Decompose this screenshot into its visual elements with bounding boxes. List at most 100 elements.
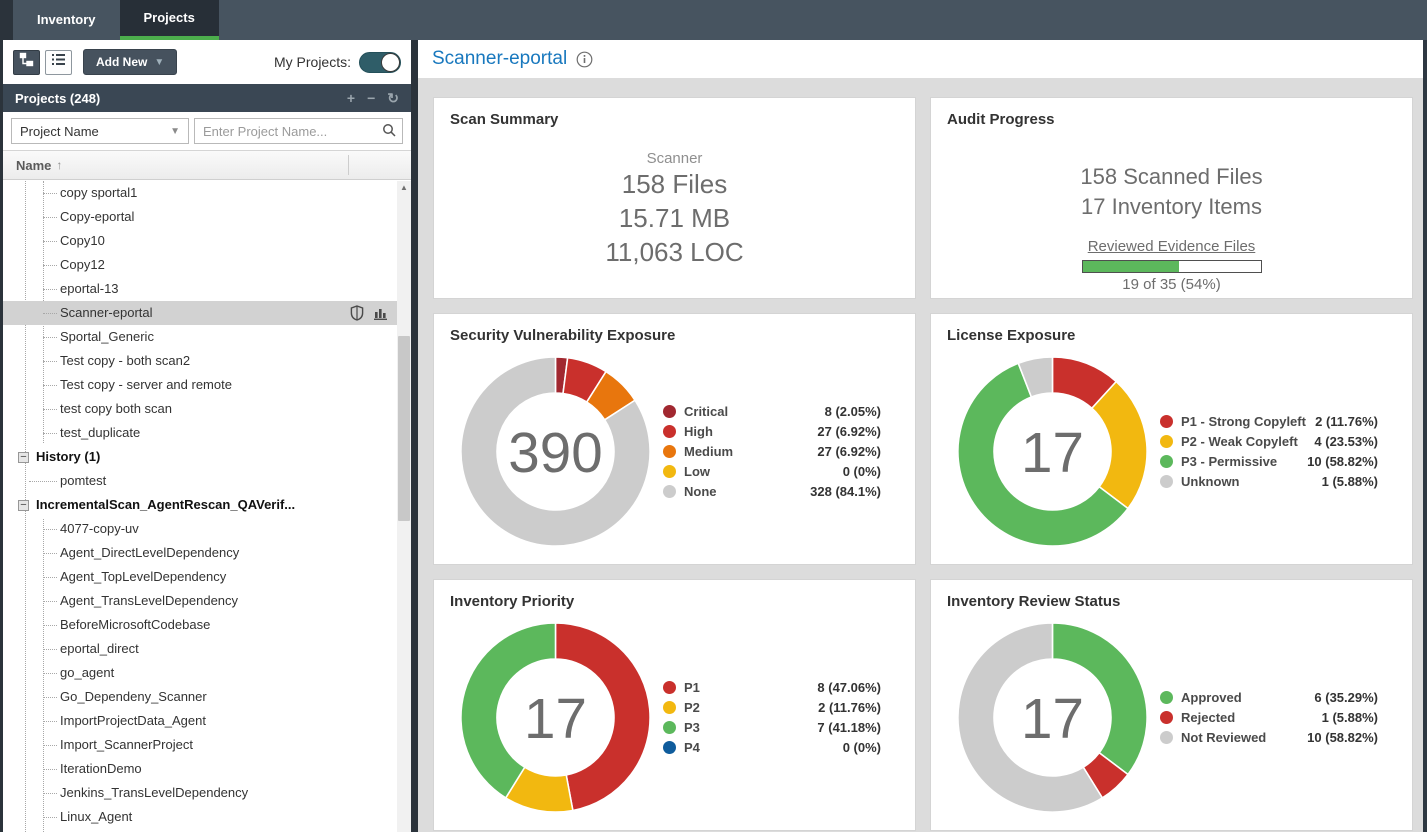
tree-item-history-1[interactable]: − History (1) <box>3 445 397 469</box>
legend-row-p3-permissive[interactable]: P3 - Permissive 10 (58.82%) <box>1160 453 1378 470</box>
legend-dot-icon <box>663 701 676 714</box>
tree-item-test-copy-server-and-remote[interactable]: Test copy - server and remote <box>3 373 397 397</box>
tree-connector <box>43 289 57 290</box>
donut-segment-none[interactable] <box>460 356 651 547</box>
tree-item-label: BeforeMicrosoftCodebase <box>60 617 211 632</box>
tree-item-test-duplicate[interactable]: test_duplicate <box>3 421 397 445</box>
search-icon[interactable] <box>382 123 397 143</box>
legend-row-not-reviewed[interactable]: Not Reviewed 10 (58.82%) <box>1160 729 1378 746</box>
tree-item-4077-copy-uv[interactable]: 4077-copy-uv <box>3 517 397 541</box>
tree-item-iterationdemo[interactable]: IterationDemo <box>3 757 397 781</box>
donut-segment-p1[interactable] <box>554 622 651 812</box>
tree-item-linux-agent[interactable]: Linux_Agent <box>3 805 397 829</box>
tree-item-copy10[interactable]: Copy10 <box>3 229 397 253</box>
tree-item-importprojectdata-agent[interactable]: ImportProjectData_Agent <box>3 709 397 733</box>
legend-value: 7 (41.18%) <box>817 720 881 735</box>
donut-segment-p3[interactable] <box>460 622 557 799</box>
tree-item-label: Test copy - server and remote <box>60 377 232 392</box>
tree-item-pomtest[interactable]: pomtest <box>3 469 397 493</box>
legend-value: 6 (35.29%) <box>1314 690 1378 705</box>
bar-chart-icon[interactable] <box>373 305 389 321</box>
legend-dot-icon <box>663 405 676 418</box>
legend-row-p3[interactable]: P3 7 (41.18%) <box>663 719 881 736</box>
tree-item-agent-transleveldependency[interactable]: Agent_TransLevelDependency <box>3 589 397 613</box>
shield-icon[interactable] <box>350 305 364 321</box>
project-search-input[interactable] <box>194 118 403 144</box>
legend-row-p4[interactable]: P4 0 (0%) <box>663 739 881 756</box>
legend-row-rejected[interactable]: Rejected 1 (5.88%) <box>1160 709 1378 726</box>
legend-row-high[interactable]: High 27 (6.92%) <box>663 423 881 440</box>
tree-item-eportal-13[interactable]: eportal-13 <box>3 277 397 301</box>
card-title: Inventory Priority <box>450 593 575 610</box>
name-column-label: Name <box>16 157 52 173</box>
tree-item-scanner-eportal[interactable]: Scanner-eportal <box>3 301 397 325</box>
tree-item-copy-sportal1[interactable]: copy sportal1 <box>3 181 397 205</box>
tree-connector <box>43 217 57 218</box>
legend-row-medium[interactable]: Medium 27 (6.92%) <box>663 443 881 460</box>
tree-item-beforemicrosoftcodebase[interactable]: BeforeMicrosoftCodebase <box>3 613 397 637</box>
tree-connector <box>43 769 57 770</box>
tree-item-import-scannerproject[interactable]: Import_ScannerProject <box>3 733 397 757</box>
tree-item-copy-eportal[interactable]: Copy-eportal <box>3 205 397 229</box>
tree-item-sportal-generic[interactable]: Sportal_Generic <box>3 325 397 349</box>
legend-row-p2[interactable]: P2 2 (11.76%) <box>663 699 881 716</box>
add-new-button[interactable]: Add New ▼ <box>83 49 178 75</box>
scroll-up-icon[interactable]: ▲ <box>400 183 408 192</box>
card-title: Scan Summary <box>450 111 559 128</box>
tree-item-test-copy-both-scan[interactable]: test copy both scan <box>3 397 397 421</box>
tree-item-test-copy-both-scan2[interactable]: Test copy - both scan2 <box>3 349 397 373</box>
tree-item-label: Agent_TopLevelDependency <box>60 569 227 584</box>
legend-value: 8 (2.05%) <box>824 404 881 419</box>
tree-view-button[interactable] <box>13 49 40 75</box>
legend-label: Low <box>684 464 710 479</box>
donut-segment-unknown[interactable] <box>1017 356 1054 398</box>
legend-row-approved[interactable]: Approved 6 (35.29%) <box>1160 689 1378 706</box>
scrollbar-thumb[interactable] <box>398 336 410 521</box>
legend-row-p1[interactable]: P1 8 (47.06%) <box>663 679 881 696</box>
tree-item-label: 4077-copy-uv <box>60 521 139 536</box>
tab-inventory[interactable]: Inventory <box>37 12 96 27</box>
tree-item-eportal-direct[interactable]: eportal_direct <box>3 637 397 661</box>
collapse-node-icon[interactable]: − <box>18 500 29 511</box>
legend-value: 2 (11.76%) <box>1315 414 1378 429</box>
expand-all-icon[interactable]: + <box>346 90 356 106</box>
donut-segment-p3-permissive[interactable] <box>957 362 1130 547</box>
tree-item-incrementalscan-agentrescan-qaverif[interactable]: − IncrementalScan_AgentRescan_QAVerif... <box>3 493 397 517</box>
collapse-node-icon[interactable]: − <box>18 452 29 463</box>
legend-label: P3 - Permissive <box>1181 454 1278 469</box>
list-view-button[interactable] <box>45 49 72 75</box>
legend-label: Rejected <box>1181 710 1236 725</box>
filter-field-select[interactable]: Project Name ▼ <box>11 118 189 144</box>
tree-item-go-agent[interactable]: go_agent <box>3 661 397 685</box>
donut-segment-approved[interactable] <box>1051 622 1148 776</box>
legend-row-p1-strong-copyleft[interactable]: P1 - Strong Copyleft 2 (11.76%) <box>1160 413 1378 430</box>
tree-item-label: Copy-eportal <box>60 209 135 224</box>
my-projects-toggle[interactable] <box>359 51 401 73</box>
tree-item-copy12[interactable]: Copy12 <box>3 253 397 277</box>
tree-item-go-dependeny-scanner[interactable]: Go_Dependeny_Scanner <box>3 685 397 709</box>
legend-row-unknown[interactable]: Unknown 1 (5.88%) <box>1160 473 1378 490</box>
priority-donut-chart: 17 <box>460 622 651 813</box>
donut-segment-not-reviewed[interactable] <box>957 622 1104 813</box>
tree-item-label: Copy10 <box>60 233 105 248</box>
tree-item-agent-topleveldependency[interactable]: Agent_TopLevelDependency <box>3 565 397 589</box>
info-icon[interactable] <box>576 51 593 68</box>
legend-row-critical[interactable]: Critical 8 (2.05%) <box>663 403 881 420</box>
legend-dot-icon <box>1160 691 1173 704</box>
sidebar-toolbar: Add New ▼ My Projects: <box>3 40 411 84</box>
legend-value: 2 (11.76%) <box>818 700 881 715</box>
legend-row-p2-weak-copyleft[interactable]: P2 - Weak Copyleft 4 (23.53%) <box>1160 433 1378 450</box>
refresh-icon[interactable]: ↻ <box>387 89 399 106</box>
tab-projects[interactable]: Projects <box>119 0 219 40</box>
name-column-header[interactable]: Name ↑ <box>3 150 411 180</box>
legend-row-none[interactable]: None 328 (84.1%) <box>663 483 881 500</box>
tree-item-agent-directleveldependency[interactable]: Agent_DirectLevelDependency <box>3 541 397 565</box>
tree-connector <box>43 433 57 434</box>
legend-value: 4 (23.53%) <box>1314 434 1378 449</box>
tree-item-jenkins-transleveldependency[interactable]: Jenkins_TransLevelDependency <box>3 781 397 805</box>
legend-dot-icon <box>663 465 676 478</box>
collapse-all-icon[interactable]: − <box>367 90 376 106</box>
legend-row-low[interactable]: Low 0 (0%) <box>663 463 881 480</box>
security-vulnerability-card: Security Vulnerability Exposure 390 Crit… <box>433 313 916 565</box>
tree-scrollbar[interactable]: ▲ <box>397 181 411 832</box>
